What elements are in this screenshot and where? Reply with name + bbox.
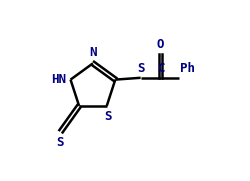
Text: S: S bbox=[104, 110, 111, 123]
Text: Ph: Ph bbox=[179, 62, 194, 75]
Text: HN: HN bbox=[51, 73, 66, 86]
Text: O: O bbox=[156, 38, 164, 51]
Text: N: N bbox=[89, 46, 96, 59]
Text: S: S bbox=[136, 62, 144, 75]
Text: S: S bbox=[56, 136, 64, 149]
Text: C: C bbox=[156, 62, 164, 75]
